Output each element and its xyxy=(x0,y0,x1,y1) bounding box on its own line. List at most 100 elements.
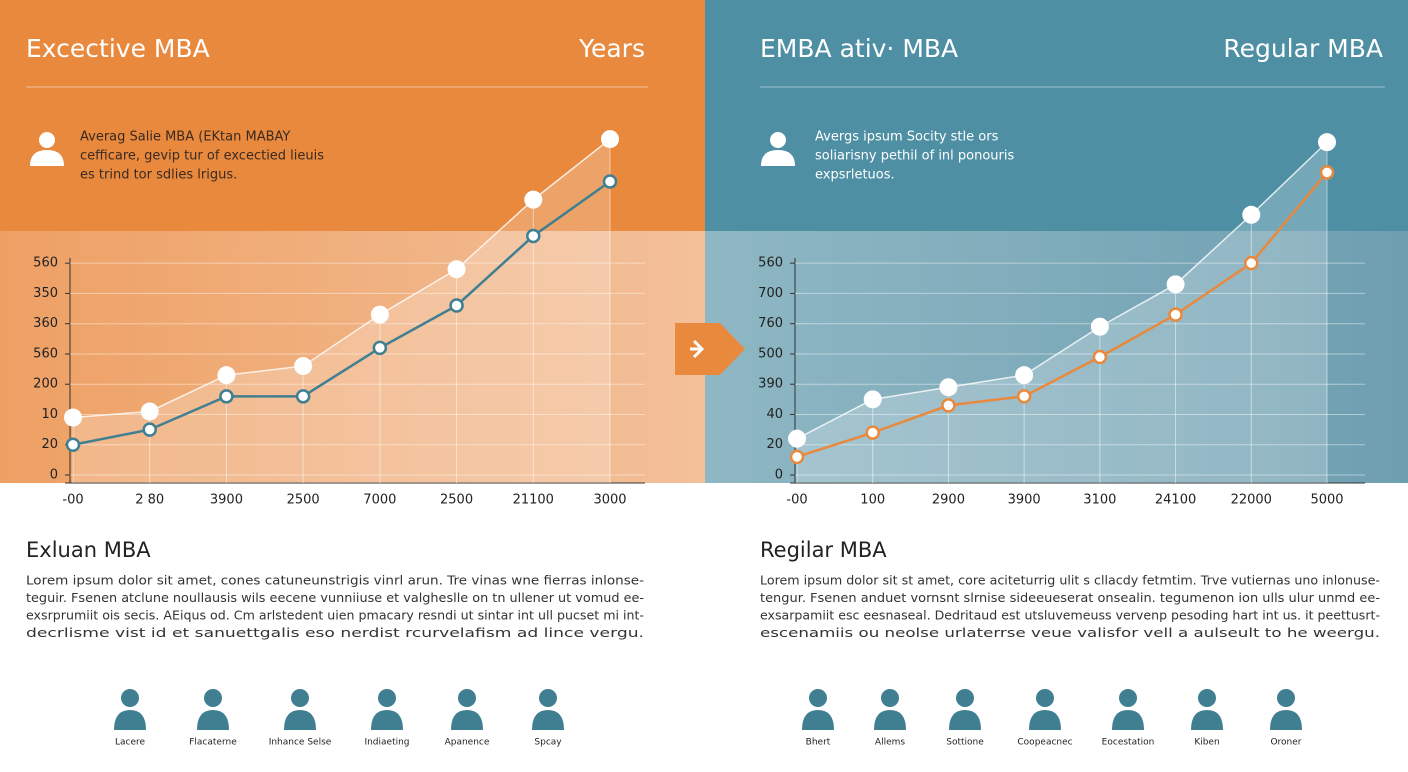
data-point xyxy=(447,260,466,279)
data-point xyxy=(1015,366,1034,385)
x-tick-label: -00 xyxy=(786,493,807,508)
data-point xyxy=(1244,255,1259,271)
x-tick-label: 2900 xyxy=(932,493,965,508)
icon-head xyxy=(956,689,974,707)
icon-label: Spcay xyxy=(534,738,562,748)
x-tick-label: 7000 xyxy=(363,493,396,508)
data-point xyxy=(939,378,958,397)
series-line xyxy=(796,171,1328,459)
paragraph-line: exsrprumiit ois secis. AEiqus od. Cm arl… xyxy=(26,608,644,623)
x-tick-label: 100 xyxy=(860,493,885,508)
icon-head xyxy=(539,689,557,707)
y-tick-label: 0 xyxy=(775,468,783,483)
data-point xyxy=(142,422,157,437)
icon-label: Inhance Selse xyxy=(269,738,332,748)
note-line: cefficare, gevip tur of excectied lieuis xyxy=(80,149,324,164)
icon-head xyxy=(291,689,309,707)
icon-label: Lacere xyxy=(115,738,146,748)
data-point xyxy=(65,437,81,452)
arrow xyxy=(675,323,745,375)
x-tick-label: 3900 xyxy=(1008,493,1041,508)
icon-body xyxy=(114,710,146,730)
series-line xyxy=(72,180,611,446)
title: Excective MBA xyxy=(26,34,210,63)
x-tick-label: 22000 xyxy=(1231,493,1272,508)
data-point xyxy=(140,402,159,421)
icon-label: Coopeacnec xyxy=(1017,738,1072,748)
y-tick-label: 760 xyxy=(758,316,783,331)
icon-label: Apanence xyxy=(445,738,490,748)
data-point xyxy=(789,449,805,465)
y-tick-label: 560 xyxy=(758,256,783,271)
icon-body xyxy=(451,710,483,730)
icon-head xyxy=(1036,689,1054,707)
note-line: Avergs ipsum Socity stle ors xyxy=(815,130,999,145)
x-tick-label: 3900 xyxy=(210,493,243,508)
icon-body xyxy=(1112,710,1144,730)
data-point xyxy=(64,408,82,427)
icon-head xyxy=(1119,689,1137,707)
paragraph-line: decrlisme vist id et sanuettgalis eso ne… xyxy=(26,625,644,640)
data-point xyxy=(1166,275,1185,294)
icon-body xyxy=(802,710,834,730)
icon-body xyxy=(1029,710,1061,730)
icon-label: Sottione xyxy=(946,738,984,748)
icon-label: Oroner xyxy=(1270,738,1301,748)
icon-label: Indiaeting xyxy=(364,738,409,748)
icon-head xyxy=(378,689,396,707)
icon-head xyxy=(881,689,899,707)
right-header-bg xyxy=(705,0,1408,231)
y-tick-label: 0 xyxy=(50,468,58,483)
icon-label: Flacaterne xyxy=(189,738,237,748)
data-point xyxy=(1016,389,1032,404)
data-point xyxy=(1318,133,1336,152)
y-tick-label: 40 xyxy=(766,407,783,422)
data-point xyxy=(449,298,464,313)
paragraph-line: exsarpamiit esc eesnaseal. Dedritaud est… xyxy=(760,608,1380,623)
x-tick-label: 2500 xyxy=(287,493,320,508)
paragraph-line: tengur. Fsenen anduet vornsnt slrnise si… xyxy=(760,590,1380,605)
data-point xyxy=(217,366,236,385)
note-line: expsrletuos. xyxy=(815,168,895,183)
x-tick-label: 3100 xyxy=(1083,493,1116,508)
x-tick-label: 2500 xyxy=(440,493,473,508)
user-icon xyxy=(761,132,795,166)
series-line xyxy=(796,141,1328,440)
data-point xyxy=(601,130,619,149)
icon-head xyxy=(121,689,139,707)
paragraph-line: Lorem ipsum dolor sit amet, cones catune… xyxy=(26,573,644,588)
y-tick-label: 350 xyxy=(33,286,58,301)
left-chart-bg xyxy=(0,231,705,483)
data-point xyxy=(1168,307,1183,322)
x-tick-label: 24100 xyxy=(1155,493,1196,508)
icon-head xyxy=(458,689,476,707)
icon-body xyxy=(949,710,981,730)
icon-body xyxy=(1191,710,1223,730)
series-line xyxy=(72,138,611,419)
y-tick-label: 390 xyxy=(758,377,783,392)
data-point xyxy=(1090,317,1109,336)
data-point xyxy=(526,228,541,244)
y-tick-label: 200 xyxy=(33,377,58,392)
icon-body xyxy=(197,710,229,730)
data-point xyxy=(219,389,234,404)
x-tick-label: 2 80 xyxy=(135,493,164,508)
paragraph-line: teguir. Fsenen atclune noullausis wils e… xyxy=(26,590,644,605)
area xyxy=(797,142,1327,483)
icon-label: Allems xyxy=(875,738,905,748)
data-point xyxy=(294,357,313,376)
data-point xyxy=(1242,205,1261,224)
x-tick-label: 5000 xyxy=(1310,493,1343,508)
data-point xyxy=(865,425,880,440)
y-tick-label: 20 xyxy=(41,437,58,452)
data-point xyxy=(1319,165,1335,180)
area xyxy=(73,139,610,483)
icon-body xyxy=(532,710,564,730)
icon-label: Kiben xyxy=(1194,738,1219,748)
data-point xyxy=(372,340,388,356)
note-line: es trind tor sdlies lrigus. xyxy=(80,168,237,183)
y-tick-label: 560 xyxy=(33,346,58,361)
right-chart-bg xyxy=(705,231,1408,483)
note-line: Averag Salie MBA (EKtan MABAY xyxy=(80,130,290,145)
